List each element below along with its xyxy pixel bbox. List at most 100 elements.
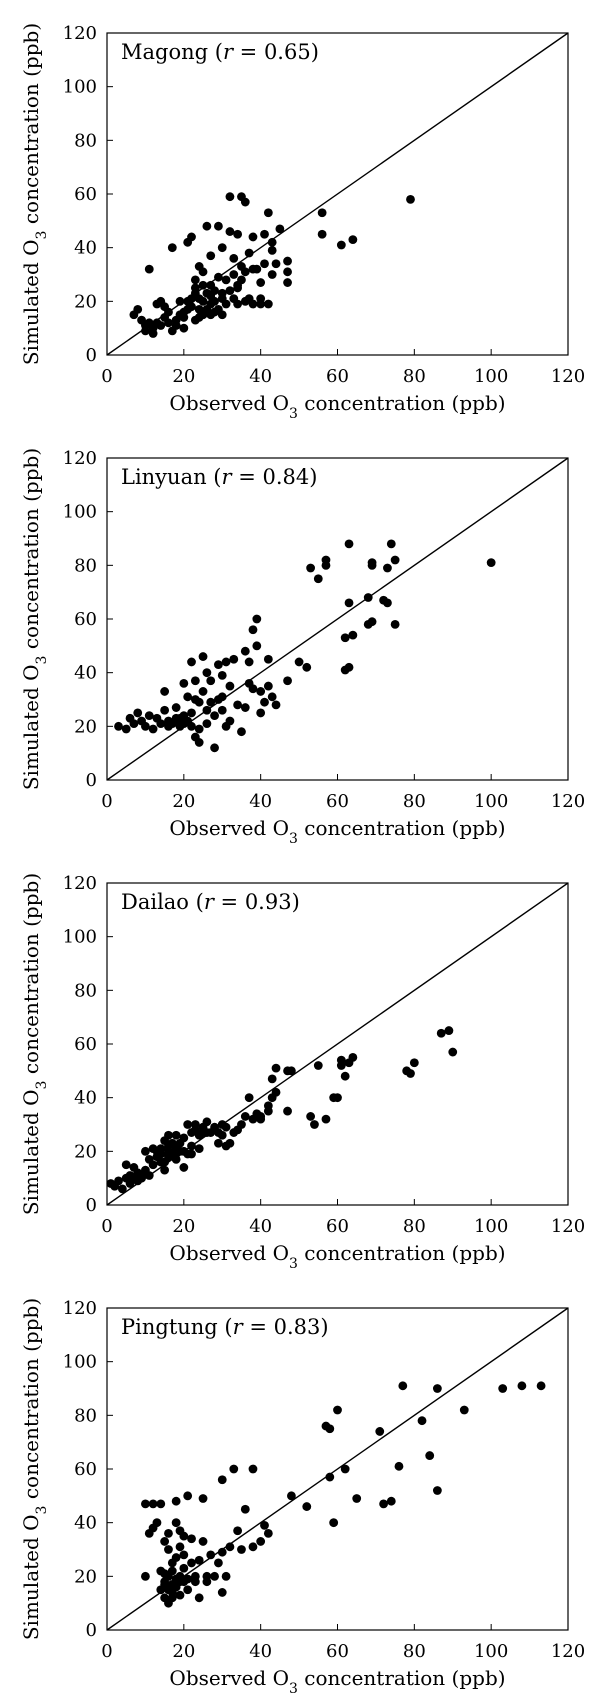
data-point [252,264,262,274]
data-point [267,237,277,247]
x-tick-label: 40 [249,1641,272,1662]
data-point [202,1577,212,1587]
scatter-panel-magong: 0 20 40 60 80 100 120 0 20 40 60 80 100 120 Magong (r … [0,0,600,425]
data-point [187,1149,196,1159]
data-point [225,286,235,295]
data-point [233,1526,243,1536]
data-point [252,614,262,624]
data-point [233,700,243,710]
data-point [248,625,258,635]
data-point [198,687,208,696]
data-point [390,619,400,629]
data-point [367,617,377,627]
data-point [194,262,204,271]
x-tick-label: 100 [474,1641,508,1662]
x-tick-label: 20 [172,1216,195,1237]
data-point [363,593,373,602]
data-point [340,1071,350,1081]
data-point [217,1588,227,1597]
data-point [244,248,254,258]
y-tick-label: 0 [86,1195,97,1216]
x-tick-label: 120 [551,366,585,387]
data-point [237,727,246,737]
data-point [175,1577,185,1587]
data-point [171,703,181,712]
data-point [237,1545,246,1554]
data-point [171,1149,181,1159]
data-point [221,657,231,667]
data-point [486,558,496,568]
data-point [225,227,235,236]
data-point [183,1120,193,1129]
data-point [233,299,243,309]
data-point [325,1424,335,1434]
data-point [240,197,250,207]
data-point [206,251,216,261]
data-point [248,299,258,309]
data-point [248,684,258,694]
data-point [233,283,243,293]
data-point [263,654,273,664]
x-tick-label: 80 [403,1216,426,1237]
data-point [294,657,304,667]
data-point [156,1499,166,1509]
data-point [221,275,231,285]
x-tick-label: 0 [101,366,112,387]
data-point [217,310,227,320]
scatter-panel-linyuan: 0 20 40 60 80 100 120 0 20 40 60 80 100 120 Linyuan (r… [0,425,600,850]
data-point [144,711,154,720]
data-point [198,652,208,661]
data-point [352,1494,362,1503]
y-axis-label: Simulated O3 concentration (ppb) [19,1298,50,1640]
x-tick-label: 60 [326,1641,349,1662]
data-point [217,288,227,298]
data-point [287,1491,296,1501]
data-point [175,1590,185,1600]
y-tick-label: 0 [86,770,97,791]
data-point [256,1114,266,1124]
data-point [271,259,281,269]
x-axis-label: Observed O3 concentration (ppb) [169,1666,505,1695]
data-point [263,1101,273,1111]
data-point [336,1055,346,1065]
data-point [187,232,196,242]
data-point [225,1542,235,1552]
data-point [432,1486,442,1495]
data-point [260,697,269,707]
y-tick-label: 120 [63,1298,97,1319]
data-point [217,1475,227,1485]
y-tick-label: 60 [74,1034,97,1055]
data-point [240,703,250,712]
data-point [302,662,312,672]
data-point [171,713,181,723]
y-tick-label: 40 [74,663,97,684]
data-point [283,267,292,277]
y-tick-label: 20 [74,1141,97,1162]
data-point [398,1381,408,1391]
y-axis-label: Simulated O3 concentration (ppb) [19,23,50,365]
data-point [536,1381,546,1391]
data-point [148,724,158,734]
data-point [275,224,285,234]
x-tick-label: 40 [249,791,272,812]
data-point [175,296,185,306]
data-point [160,705,170,715]
data-point [425,1451,435,1460]
x-tick-label: 0 [101,791,112,812]
data-point [256,687,266,696]
data-point [306,563,316,573]
x-tick-label: 80 [403,366,426,387]
data-point [367,558,377,568]
data-point [171,1518,181,1528]
data-point [210,296,219,306]
data-point [417,1416,427,1426]
data-point [210,711,219,720]
data-point [198,1494,208,1503]
one-to-one-line [106,457,569,781]
y-tick-label: 100 [63,1352,97,1373]
y-tick-label: 120 [63,23,97,44]
data-point [214,660,223,670]
data-point [225,1138,235,1148]
x-tick-label: 120 [551,1216,585,1237]
data-point [221,1122,231,1132]
